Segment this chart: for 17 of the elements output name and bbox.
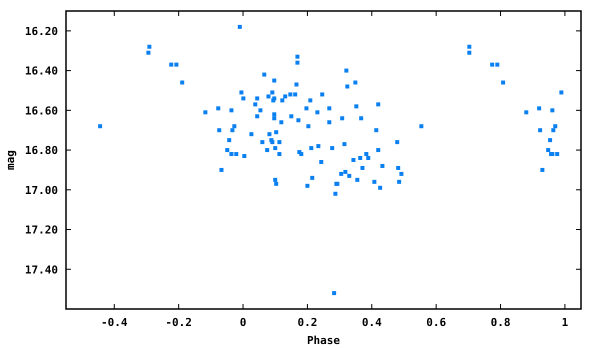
x-tick-label: 1 bbox=[562, 316, 569, 329]
x-tick-label: 0.6 bbox=[426, 316, 446, 329]
y-axis-title: mag bbox=[4, 150, 17, 170]
x-tick-label: 0.4 bbox=[362, 316, 382, 329]
x-tick-label: 0.2 bbox=[297, 316, 318, 329]
y-tick-label: 16.80 bbox=[24, 144, 58, 158]
y-tick-label: 16.60 bbox=[24, 104, 58, 118]
x-tick-label: 0.8 bbox=[490, 316, 510, 329]
y-tick-label: 16.20 bbox=[24, 24, 58, 38]
x-tick-label: -0.2 bbox=[165, 316, 192, 329]
y-tick-label: 16.40 bbox=[24, 64, 58, 78]
y-tick-label: 17.20 bbox=[24, 224, 58, 237]
x-tick-label: -0.4 bbox=[101, 316, 128, 329]
x-axis-title: Phase bbox=[306, 334, 340, 347]
y-tick-label: 17.00 bbox=[24, 184, 58, 197]
x-tick-label: 0 bbox=[240, 316, 246, 329]
y-tick-label: 17.40 bbox=[24, 263, 58, 276]
